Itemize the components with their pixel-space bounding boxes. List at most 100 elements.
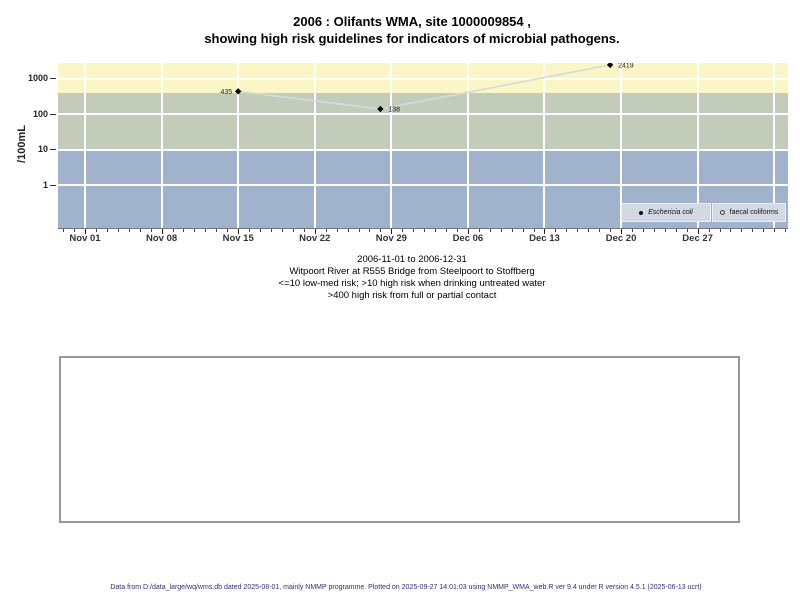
x-minor-tick <box>741 229 743 232</box>
x-tick-label: Dec 27 <box>682 233 713 244</box>
data-series-overlay: 435 138 2419 <box>220 63 634 114</box>
footer-provenance-text: Data from D:/data_large/wq/wms.db dated … <box>110 584 702 591</box>
x-minor-tick <box>292 229 294 232</box>
x-major-tick <box>621 229 623 234</box>
x-minor-tick <box>642 229 644 232</box>
x-major-tick <box>391 229 393 234</box>
x-minor-tick <box>63 229 65 232</box>
x-minor-tick <box>336 229 338 232</box>
x-minor-tick <box>194 229 196 232</box>
y-tick <box>50 184 56 186</box>
subtitle-site-description: Witpoort River at R555 Bridge from Steel… <box>289 266 535 277</box>
x-minor-tick <box>730 229 732 232</box>
x-minor-tick <box>74 229 76 232</box>
x-tick-label: Nov 01 <box>69 233 101 244</box>
vertical-gridline <box>313 63 316 228</box>
y-tick-label: 1 <box>42 179 48 190</box>
legend-item-escherichia-coli: Eschericia coli <box>621 203 711 222</box>
x-minor-tick <box>478 229 480 232</box>
x-tick-label: Nov 15 <box>222 233 254 244</box>
x-minor-tick <box>95 229 97 232</box>
horizontal-gridline <box>58 77 788 80</box>
data-point-diamond-icon <box>234 88 242 95</box>
x-minor-tick <box>577 229 579 232</box>
y-tick-label: 100 <box>32 108 48 119</box>
x-minor-tick <box>183 229 185 232</box>
x-minor-tick <box>358 229 360 232</box>
x-minor-tick <box>435 229 437 232</box>
x-minor-tick <box>610 229 612 232</box>
x-minor-tick <box>150 229 152 232</box>
horizontal-gridline <box>58 184 788 186</box>
data-point-value-label: 138 <box>388 107 400 114</box>
vertical-gridline <box>160 63 163 228</box>
x-minor-tick <box>227 229 229 232</box>
x-minor-tick <box>270 229 272 232</box>
x-minor-tick <box>369 229 371 232</box>
horizontal-gridline <box>58 113 788 115</box>
x-minor-tick <box>325 229 327 232</box>
chart-title-line2: showing high risk guidelines for indicat… <box>204 31 620 46</box>
x-minor-tick <box>533 229 535 232</box>
series-line-escherichia-coli <box>238 64 611 110</box>
x-minor-tick <box>446 229 448 232</box>
x-minor-tick <box>566 229 568 232</box>
y-tick-label: 1000 <box>27 73 48 83</box>
x-minor-tick <box>303 229 305 232</box>
empty-panel <box>59 356 740 523</box>
x-minor-tick <box>347 229 349 232</box>
x-minor-tick <box>763 229 765 232</box>
x-minor-tick <box>205 229 207 232</box>
risk-band-medium-risk <box>58 92 788 150</box>
x-minor-tick <box>117 229 119 232</box>
open-circle-icon <box>719 210 725 215</box>
x-minor-tick <box>139 229 141 232</box>
x-minor-tick <box>555 229 557 232</box>
x-minor-tick <box>511 229 513 232</box>
y-tick <box>50 149 56 150</box>
vertical-gridline <box>696 63 699 228</box>
x-tick-label: Dec 13 <box>529 233 560 244</box>
x-minor-tick <box>588 229 590 232</box>
x-minor-tick <box>708 229 710 232</box>
x-minor-tick <box>599 229 601 232</box>
vertical-gridline <box>543 63 546 228</box>
x-minor-tick <box>413 229 415 232</box>
x-minor-tick <box>500 229 502 232</box>
x-minor-tick <box>632 229 633 232</box>
x-tick-label: Nov 29 <box>375 233 407 244</box>
y-tick <box>50 113 56 115</box>
vertical-gridline <box>84 63 86 228</box>
x-minor-tick <box>216 229 218 232</box>
vertical-gridline <box>466 63 469 228</box>
x-minor-tick <box>752 229 754 232</box>
x-minor-tick <box>653 229 655 232</box>
x-minor-tick <box>380 229 382 232</box>
x-major-tick <box>314 229 316 234</box>
y-tick-label: 10 <box>37 144 48 154</box>
x-tick-label: Dec 20 <box>605 233 637 244</box>
x-minor-tick <box>489 229 491 232</box>
filled-circle-icon <box>639 210 644 215</box>
x-tick-label: Dec 06 <box>452 233 484 244</box>
x-minor-tick <box>456 229 458 232</box>
vertical-gridline <box>237 63 240 228</box>
x-minor-tick <box>172 229 174 232</box>
legend-label: Eschericia coli <box>648 209 693 216</box>
subtitle-risk-note2: >400 high risk from full or partial cont… <box>327 290 497 301</box>
legend-item-faecal-coliforms: faecal coliforms <box>712 203 786 222</box>
legend-label: faecal coliforms <box>729 209 779 216</box>
vertical-gridline <box>773 63 776 228</box>
y-tick <box>50 78 56 79</box>
x-minor-tick <box>106 229 108 232</box>
x-major-tick <box>467 229 469 234</box>
data-point-diamond-icon <box>377 105 384 113</box>
x-major-tick <box>238 229 240 234</box>
x-minor-tick <box>128 229 130 232</box>
x-minor-tick <box>675 229 677 232</box>
x-minor-tick <box>774 229 776 232</box>
x-major-tick <box>85 229 86 234</box>
x-tick-label: Nov 08 <box>146 233 178 244</box>
data-point-diamond-icon <box>606 63 614 69</box>
data-point-value-label: 2419 <box>618 63 634 69</box>
